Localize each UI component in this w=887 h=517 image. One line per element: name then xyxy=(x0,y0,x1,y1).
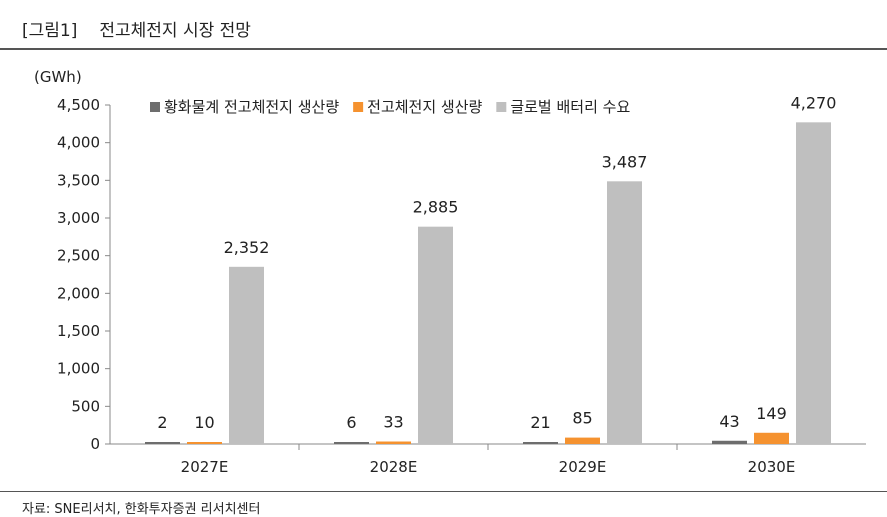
y-tick-label: 3,500 xyxy=(57,171,100,189)
data-label: 33 xyxy=(383,413,403,432)
figure-tag: [그림1] xyxy=(22,21,78,41)
bar xyxy=(607,181,642,444)
data-label: 85 xyxy=(572,409,592,428)
data-label: 149 xyxy=(756,404,787,423)
legend-swatch xyxy=(150,102,160,112)
legend-label: 글로벌 배터리 수요 xyxy=(510,98,630,116)
data-label: 4,270 xyxy=(791,93,837,112)
x-tick-label: 2028E xyxy=(370,458,418,476)
data-label: 43 xyxy=(719,412,739,431)
bar xyxy=(712,440,747,444)
y-tick-label: 2,500 xyxy=(57,247,100,265)
y-tick-label: 1,000 xyxy=(57,360,100,378)
data-label: 10 xyxy=(194,413,214,432)
source-note: 자료: SNE리서치, 한화투자증권 리서치센터 xyxy=(22,502,261,517)
legend-swatch xyxy=(496,102,507,112)
bar xyxy=(376,441,411,444)
y-tick-label: 4,000 xyxy=(57,134,100,152)
y-tick-label: 500 xyxy=(71,397,100,415)
bar xyxy=(187,442,222,444)
y-tick-label: 1,500 xyxy=(57,322,100,340)
legend-label: 전고체전지 생산량 xyxy=(367,98,482,116)
y-tick-label: 2,000 xyxy=(57,284,100,302)
bar xyxy=(796,122,831,445)
data-label: 2,885 xyxy=(413,198,459,217)
data-label: 2 xyxy=(157,413,167,432)
bar xyxy=(565,437,600,444)
bar xyxy=(229,266,264,444)
y-axis-unit-label: (GWh) xyxy=(34,68,82,86)
data-label: 2,352 xyxy=(224,238,270,257)
data-label: 6 xyxy=(346,413,356,432)
data-label: 3,487 xyxy=(602,152,648,171)
bar xyxy=(418,226,453,444)
y-tick-label: 3,000 xyxy=(57,209,100,227)
legend-label: 황화물계 전고체전지 생산량 xyxy=(164,98,339,116)
x-tick-label: 2027E xyxy=(181,458,229,476)
y-tick-label: 0 xyxy=(90,435,100,453)
x-tick-label: 2030E xyxy=(748,458,796,476)
x-tick-label: 2029E xyxy=(559,458,607,476)
legend-swatch xyxy=(353,102,364,112)
bar-chart: (GWh) 0 500 1,000 1,500 2,000 2,500 3,000 3,500 4… xyxy=(34,68,866,476)
bottom-divider xyxy=(0,491,887,492)
bar xyxy=(334,442,369,444)
top-divider xyxy=(0,48,887,50)
data-label: 21 xyxy=(530,413,550,432)
figure-title-text: 전고체전지 시장 전망 xyxy=(99,21,251,41)
bar xyxy=(754,432,789,444)
y-tick-label: 4,500 xyxy=(57,96,100,114)
figure-title: [그림1] 전고체전지 시장 전망 xyxy=(22,16,251,41)
bar xyxy=(145,442,180,444)
bar xyxy=(523,442,558,444)
